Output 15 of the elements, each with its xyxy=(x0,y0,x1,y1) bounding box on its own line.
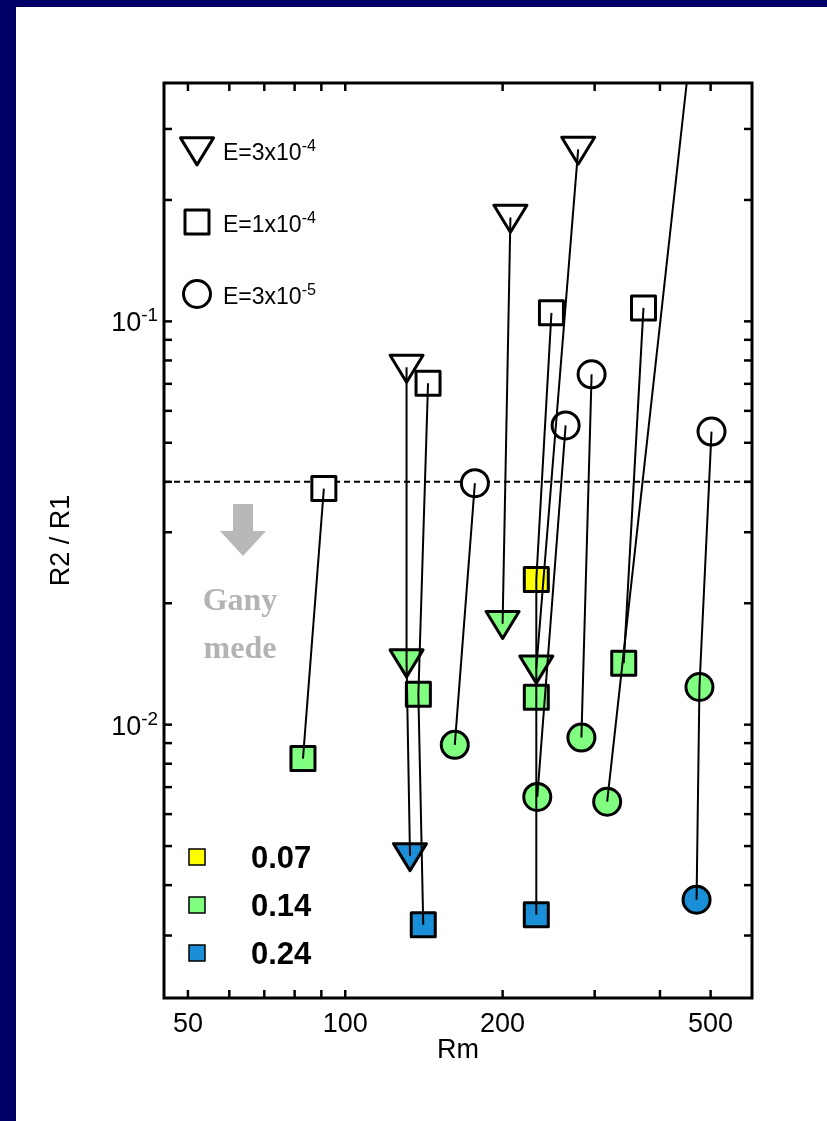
x-axis-title: Rm xyxy=(437,1034,479,1064)
y-axis-title: R2 / R1 xyxy=(45,494,75,587)
y-tick-label: 10$^{-1}$ xyxy=(111,303,158,338)
legend-label: E=3x10$^{-5}$ xyxy=(223,280,317,309)
legend-label: E=3x10$^{-4}$ xyxy=(223,136,317,165)
x-tick-label: 200 xyxy=(480,1008,526,1038)
x-tick-label: 500 xyxy=(688,1008,734,1038)
x-tick-label: 50 xyxy=(172,1008,203,1038)
legend-label: E=1x10$^{-4}$ xyxy=(223,208,317,237)
legend-label: 0.07 xyxy=(251,840,312,875)
legend-label: 0.24 xyxy=(251,936,313,971)
annotation: Gany mede xyxy=(202,581,278,665)
y-tick-label: 10$^{-2}$ xyxy=(111,707,158,741)
x-tick-label: 100 xyxy=(322,1008,368,1038)
legend-label: 0.14 xyxy=(251,888,313,923)
